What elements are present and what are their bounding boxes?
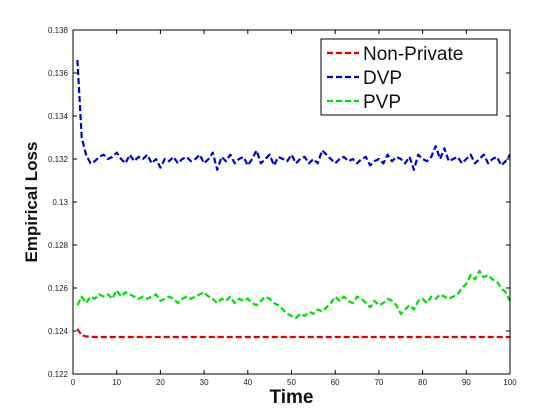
y-tick-label: 0.122 (48, 370, 69, 379)
series-line-non-private (76, 328, 510, 339)
y-axis-label: Empirical Loss (22, 142, 41, 263)
y-tick-label: 0.132 (48, 155, 69, 164)
x-tick-label: 60 (331, 378, 340, 387)
y-tick-label: 0.13 (52, 198, 68, 207)
y-tick-label: 0.124 (48, 327, 69, 336)
legend-label: DVP (363, 68, 402, 89)
plot-frame (72, 29, 511, 375)
series-line-pvp (76, 269, 511, 320)
x-tick-label: 20 (156, 378, 165, 387)
legend-label: Non-Private (363, 44, 463, 65)
legend-label: PVP (363, 92, 401, 113)
y-tick-label: 0.126 (48, 284, 69, 293)
axis-ticks: 0 10 20 30 40 50 60 70 80 90 100 0.122 0.124 0.126 0.1… (48, 26, 517, 387)
legend: Non-Private DVP PVP (320, 38, 498, 116)
x-axis-label: Time (269, 387, 313, 408)
x-tick-label: 70 (374, 378, 383, 387)
y-tick-label: 0.138 (48, 26, 69, 35)
y-tick-label: 0.128 (48, 241, 69, 250)
x-tick-label: 10 (112, 378, 121, 387)
x-tick-label: 90 (462, 378, 471, 387)
chart-series (76, 60, 511, 339)
x-tick-label: 50 (287, 378, 296, 387)
x-tick-label: 100 (503, 378, 517, 387)
x-tick-label: 30 (200, 378, 209, 387)
y-tick-label: 0.134 (48, 112, 69, 121)
series-line-dvp (76, 60, 511, 171)
y-tick-label: 0.136 (48, 69, 69, 78)
x-tick-label: 80 (418, 378, 427, 387)
x-tick-label: 40 (243, 378, 252, 387)
x-tick-label: 0 (71, 378, 76, 387)
